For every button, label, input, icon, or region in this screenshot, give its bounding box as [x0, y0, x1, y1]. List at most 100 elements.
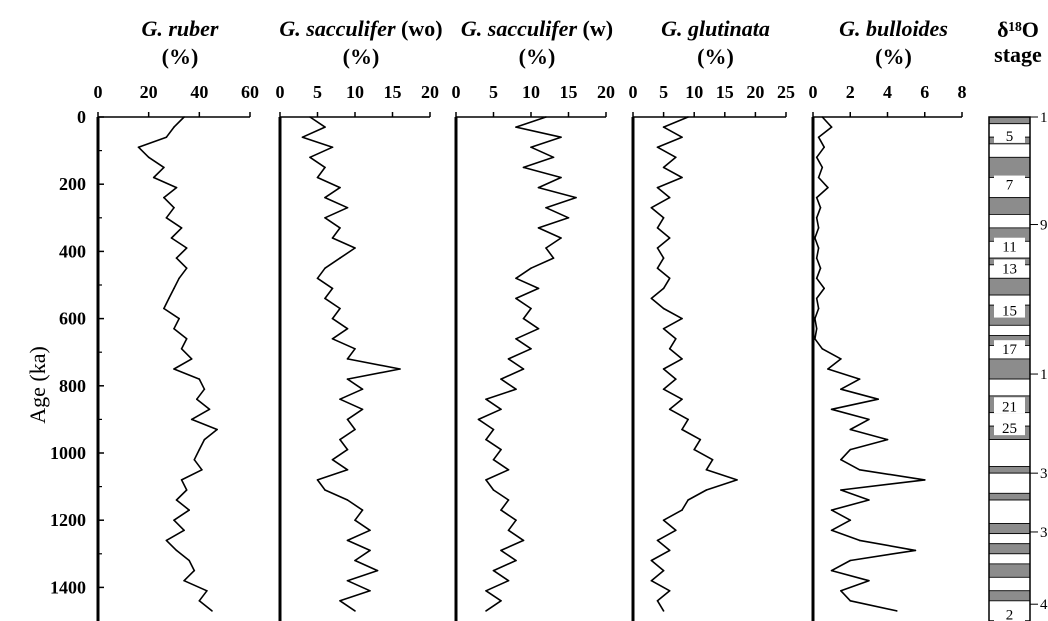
- x-tick-label: 0: [452, 82, 461, 102]
- data-point: [537, 327, 540, 330]
- panel-1: G. ruber (%) 0 20 40 60: [94, 16, 259, 621]
- data-point: [492, 489, 495, 491]
- data-point: [339, 186, 341, 189]
- y-tick-label: 800: [59, 376, 86, 396]
- data-point: [346, 206, 349, 209]
- stage-label: 25: [1002, 421, 1017, 437]
- data-point: [681, 176, 683, 179]
- data-point: [175, 549, 178, 552]
- data-point: [346, 469, 349, 471]
- series-line: [814, 116, 926, 612]
- glacial-band: [988, 543, 1031, 555]
- panel-title: G. ruber: [141, 16, 218, 41]
- data-point: [656, 146, 659, 148]
- data-point: [324, 267, 326, 270]
- data-point: [817, 247, 820, 249]
- x-tick-label: 4: [883, 82, 892, 102]
- x-tick-label: 0: [629, 82, 638, 102]
- data-point: [354, 610, 356, 612]
- data-point: [814, 317, 816, 320]
- data-point: [668, 549, 671, 552]
- data-point: [821, 348, 824, 350]
- series-line: [301, 116, 401, 612]
- data-point: [545, 116, 547, 118]
- data-point: [211, 610, 213, 612]
- panel-title: G. sacculifer (wo): [279, 16, 442, 41]
- data-point: [515, 277, 517, 280]
- data-point: [668, 237, 671, 239]
- stage-edge-label: 3: [1040, 525, 1048, 541]
- data-point: [185, 267, 188, 270]
- data-point: [681, 398, 683, 401]
- panel-title-species: G. glutinata: [661, 16, 770, 41]
- data-point: [193, 458, 196, 461]
- data-point: [815, 196, 818, 199]
- stage-title: δ¹⁸O: [997, 17, 1039, 42]
- data-point: [500, 378, 502, 380]
- data-point: [849, 428, 852, 431]
- data-point: [309, 116, 311, 118]
- data-point: [507, 579, 510, 582]
- interglacial-band: [988, 143, 1031, 158]
- data-point: [656, 247, 659, 249]
- data-point: [840, 590, 842, 592]
- data-point: [868, 579, 870, 582]
- data-point: [492, 569, 495, 572]
- panel-title-species: G. sacculifer: [461, 16, 578, 41]
- data-point: [188, 559, 190, 562]
- x-tick-label: 8: [958, 82, 967, 102]
- data-point: [650, 579, 653, 582]
- data-point: [324, 126, 326, 128]
- data-point: [530, 146, 532, 148]
- y-tick-label: 1200: [50, 510, 86, 530]
- data-point: [507, 358, 510, 360]
- data-point: [178, 317, 180, 320]
- data-point: [163, 166, 165, 169]
- data-point: [173, 368, 175, 370]
- interglacial-band: [988, 499, 1031, 524]
- data-point: [530, 307, 532, 310]
- data-point: [175, 499, 178, 501]
- panel-unit: (%): [519, 44, 556, 69]
- data-point: [198, 600, 201, 602]
- data-point: [821, 116, 824, 118]
- stage-label: 13: [1002, 262, 1017, 278]
- data-point: [183, 529, 185, 532]
- data-point: [849, 519, 852, 521]
- data-point: [346, 499, 349, 501]
- data-point: [196, 398, 198, 401]
- data-point: [190, 418, 193, 421]
- data-point: [668, 348, 671, 350]
- data-point: [173, 126, 175, 128]
- data-point: [173, 287, 175, 290]
- data-point: [515, 388, 517, 391]
- data-point: [675, 156, 677, 159]
- data-point: [339, 257, 341, 259]
- data-point: [173, 206, 175, 209]
- panel-unit: (%): [697, 44, 734, 69]
- stage-edge-label: 1: [1040, 110, 1048, 126]
- data-point: [147, 156, 150, 159]
- glacial-band: [988, 590, 1031, 602]
- panel-title: G. sacculifer (w): [461, 16, 613, 41]
- data-point: [190, 358, 193, 360]
- data-point: [662, 257, 665, 259]
- data-point: [206, 590, 208, 592]
- data-point: [552, 257, 555, 259]
- stage-label-bg: [994, 301, 1025, 318]
- data-point: [500, 509, 502, 511]
- data-point: [545, 206, 547, 209]
- data-point: [817, 307, 820, 310]
- stage-label: 11: [1002, 240, 1016, 256]
- data-point: [687, 418, 689, 421]
- stage-column-frame: [988, 116, 1031, 621]
- data-point: [849, 600, 852, 602]
- y-tick-label: 600: [59, 309, 86, 329]
- data-point: [662, 287, 665, 290]
- data-point: [815, 277, 818, 280]
- data-point: [346, 327, 349, 330]
- panel-title: G. glutinata: [661, 16, 770, 41]
- stage-label-bg: [994, 605, 1025, 621]
- data-point: [662, 166, 665, 169]
- data-point: [681, 428, 683, 431]
